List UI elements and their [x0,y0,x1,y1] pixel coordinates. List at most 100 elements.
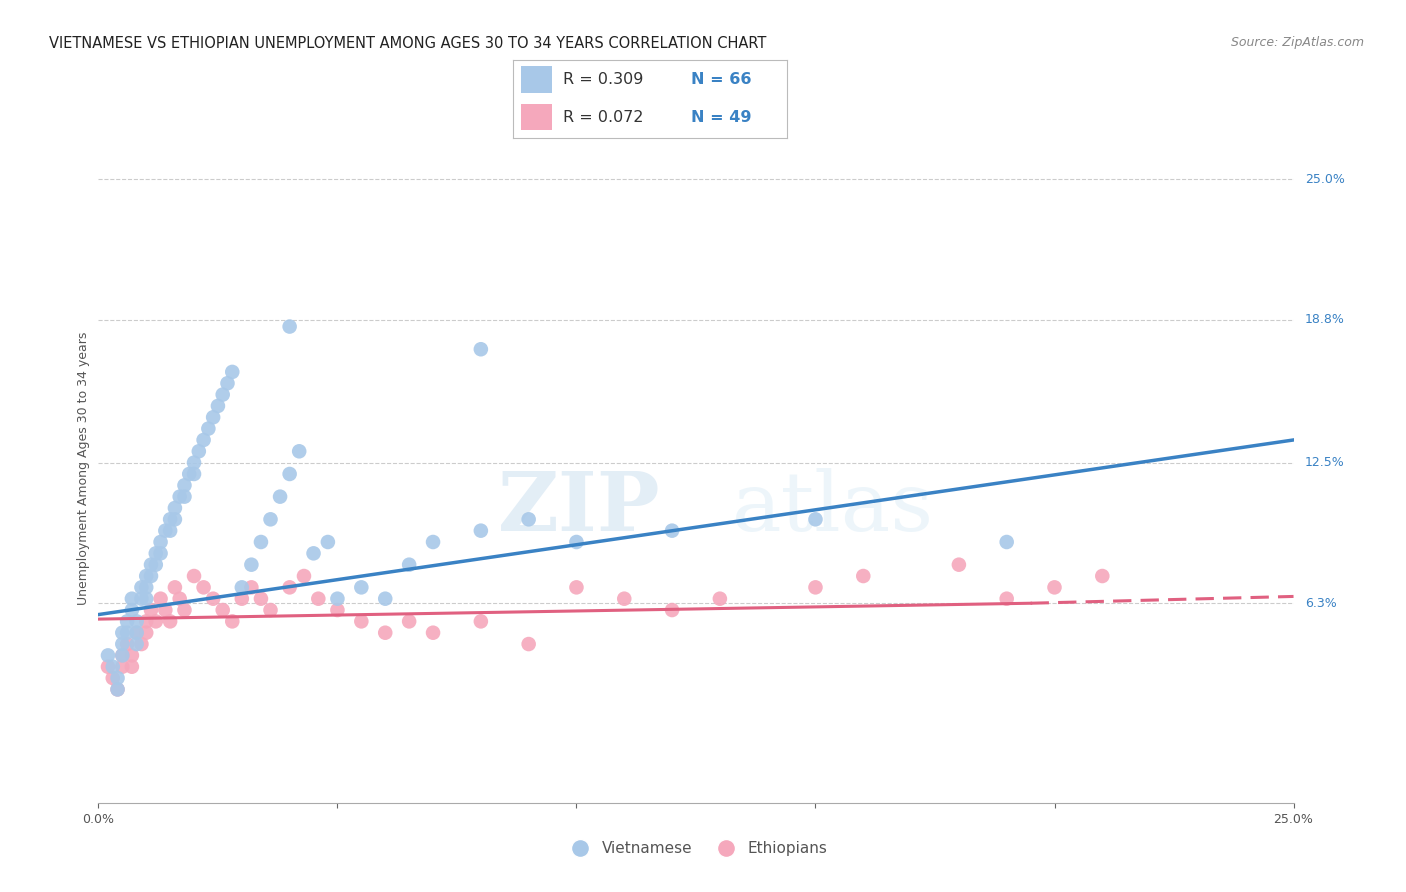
Point [374,625,396,640]
Point [398,615,420,629]
Point [183,456,205,470]
Point [173,478,195,492]
Point [145,558,167,572]
Text: R = 0.072: R = 0.072 [562,110,643,125]
Point [202,410,225,425]
Point [101,659,124,673]
Point [179,467,201,481]
Point [163,512,186,526]
Point [159,524,181,538]
Point [149,591,172,606]
Point [217,376,239,391]
Point [193,433,215,447]
Point [173,603,195,617]
Point [115,625,138,640]
Text: 25.0%: 25.0% [1305,173,1344,186]
Point [326,603,349,617]
Point [169,490,191,504]
Point [288,444,311,458]
Point [125,637,148,651]
Point [231,591,253,606]
Point [115,615,138,629]
Point [316,535,339,549]
Point [250,535,273,549]
Point [207,399,229,413]
Point [121,591,143,606]
Point [135,625,157,640]
Point [135,591,157,606]
Point [163,500,186,515]
Point [292,569,315,583]
Bar [522,103,551,130]
Point [517,637,540,651]
Point [278,580,301,594]
Point [155,524,177,538]
Text: 12.5%: 12.5% [1305,456,1344,469]
Point [202,591,225,606]
Point [326,591,349,606]
Point [709,591,731,606]
Point [221,615,243,629]
Point [374,591,396,606]
Point [173,490,195,504]
Point [125,615,148,629]
Point [398,558,420,572]
Bar [522,66,551,93]
Point [149,546,172,560]
Point [139,558,162,572]
Point [169,591,191,606]
Text: 6.3%: 6.3% [1305,597,1336,610]
Point [145,615,167,629]
Point [131,637,153,651]
Point [259,512,281,526]
Point [565,535,588,549]
Point [995,591,1018,606]
Point [125,625,148,640]
Point [135,569,157,583]
Point [135,615,157,629]
Point [211,387,233,401]
Point [240,580,263,594]
Point [278,467,301,481]
Point [97,659,120,673]
Point [121,603,143,617]
Text: Source: ZipAtlas.com: Source: ZipAtlas.com [1230,36,1364,49]
Point [231,580,253,594]
Point [302,546,325,560]
Point [139,603,162,617]
Point [107,682,129,697]
Point [995,535,1018,549]
Point [278,319,301,334]
Point [470,524,492,538]
Point [187,444,209,458]
Point [269,490,291,504]
Point [163,580,186,594]
Point [517,512,540,526]
Point [183,467,205,481]
Point [307,591,329,606]
Point [111,648,134,663]
Point [121,659,143,673]
Point [183,569,205,583]
Text: ZIP: ZIP [498,468,661,549]
Point [661,603,683,617]
Point [240,558,263,572]
Point [111,648,134,663]
Point [1043,580,1066,594]
Point [111,659,134,673]
Point [131,580,153,594]
Point [159,615,181,629]
Point [422,535,444,549]
Point [1091,569,1114,583]
Point [155,603,177,617]
Text: N = 49: N = 49 [692,110,752,125]
Point [221,365,243,379]
Point [107,671,129,685]
Point [613,591,636,606]
Point [97,648,120,663]
Y-axis label: Unemployment Among Ages 30 to 34 years: Unemployment Among Ages 30 to 34 years [77,332,90,605]
Point [121,648,143,663]
Point [804,580,827,594]
Point [197,422,219,436]
Point [135,580,157,594]
